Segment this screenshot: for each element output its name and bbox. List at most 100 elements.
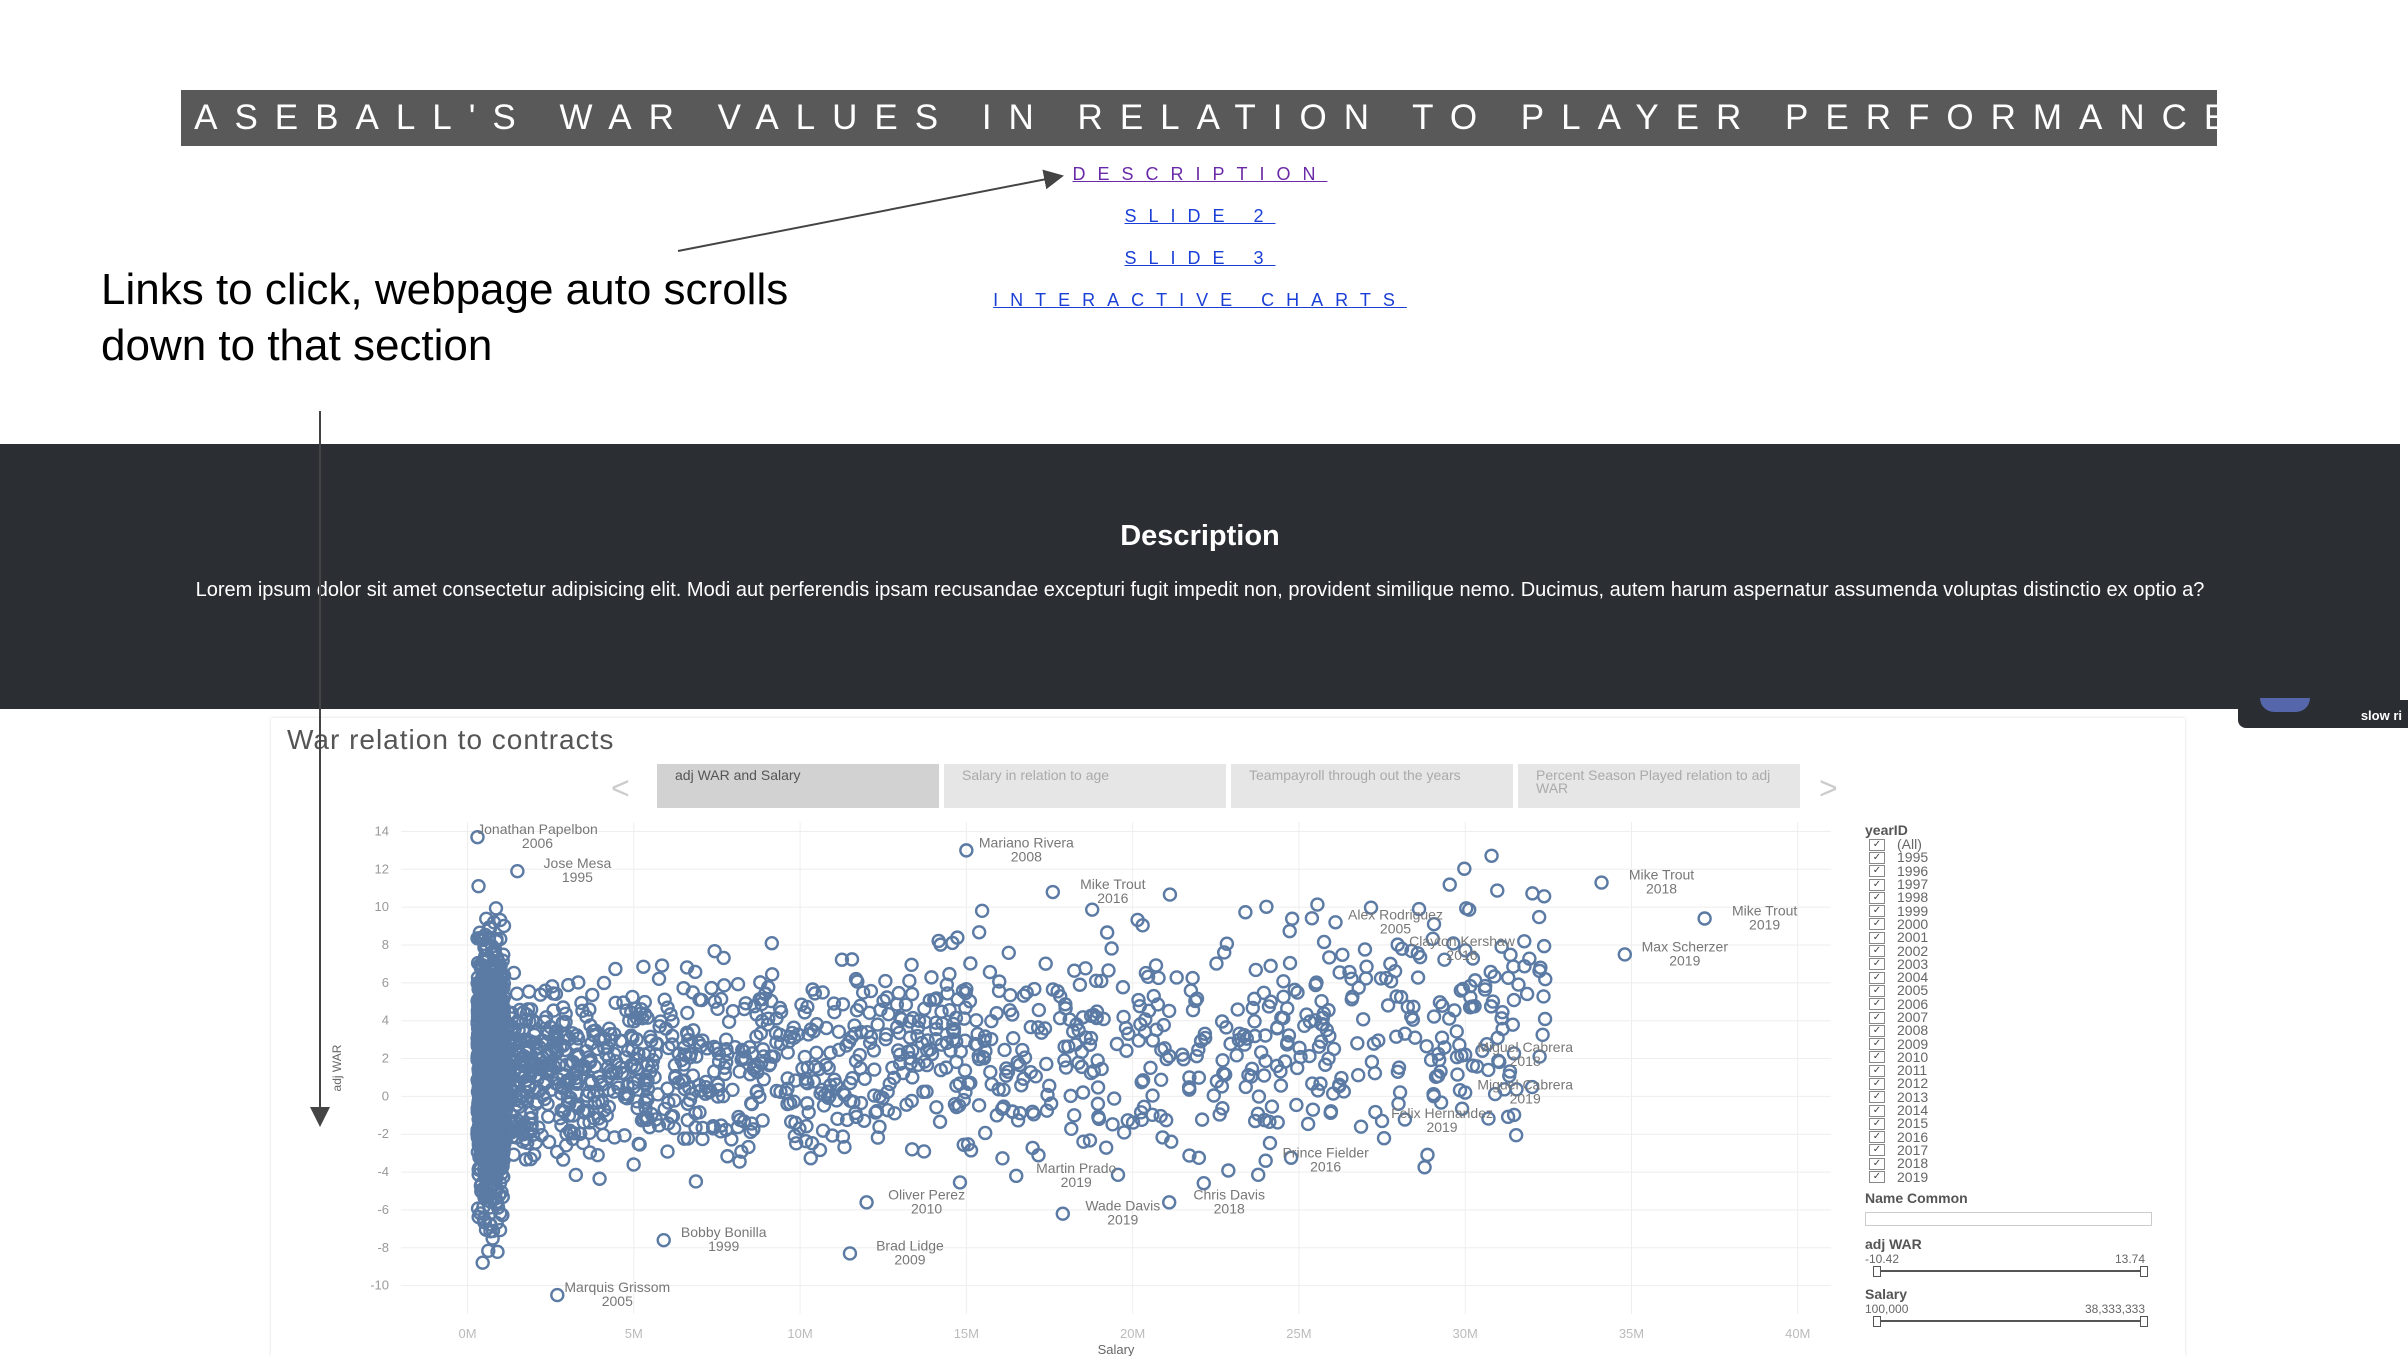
nav-link-slide-3[interactable]: SLIDE 3 — [1124, 248, 1276, 268]
tab-team-payroll[interactable]: Teampayroll through out the years — [1231, 764, 1513, 808]
scatter-point — [1090, 1080, 1106, 1095]
scatter-point — [1287, 982, 1302, 998]
checkbox-icon[interactable]: ✓ — [1869, 1024, 1885, 1037]
scatter-plot[interactable]: 0M 5M 10M 15M 20M 25M 30M 35M 40M -10 -8 -6 -4 -2 0 2 4 6… — [271, 814, 1831, 1356]
year-filter-option[interactable]: ✓ 2002 — [1865, 944, 2165, 958]
year-filter-option[interactable]: ✓ 2001 — [1865, 930, 2165, 944]
x-tick-label: 25M — [1286, 1326, 1311, 1341]
checkbox-icon[interactable]: ✓ — [1869, 1051, 1885, 1064]
scatter-point — [626, 1157, 641, 1172]
year-filter-option[interactable]: ✓ (All) — [1865, 837, 2165, 851]
year-filter-option[interactable]: ✓ 2009 — [1865, 1037, 2165, 1051]
checkbox-icon[interactable]: ✓ — [1869, 865, 1885, 878]
checkbox-icon[interactable]: ✓ — [1869, 1011, 1885, 1024]
checkbox-icon[interactable]: ✓ — [1869, 1131, 1885, 1144]
tab-percent-season[interactable]: Percent Season Played relation to adj WA… — [1518, 764, 1800, 808]
nav-link-slide-2[interactable]: SLIDE 2 — [1124, 206, 1276, 226]
checkbox-icon[interactable]: ✓ — [1869, 878, 1885, 891]
scatter-point — [636, 959, 651, 974]
year-filter-option[interactable]: ✓ 2013 — [1865, 1090, 2165, 1104]
year-filter-option[interactable]: ✓ 2016 — [1865, 1130, 2165, 1144]
checkbox-icon[interactable]: ✓ — [1869, 918, 1885, 931]
salary-slider-max-handle[interactable] — [2140, 1315, 2148, 1327]
year-filter-option[interactable]: ✓ 1996 — [1865, 864, 2165, 878]
year-filter-option[interactable]: ✓ 2007 — [1865, 1010, 2165, 1024]
scatter-point — [715, 1088, 731, 1104]
scatter-point — [773, 1036, 789, 1052]
year-filter-option[interactable]: ✓ 2014 — [1865, 1103, 2165, 1117]
checkbox-icon[interactable]: ✓ — [1869, 1091, 1885, 1104]
nav-link-interactive-charts[interactable]: INTERACTIVE CHARTS — [993, 290, 1407, 310]
year-filter-option[interactable]: ✓ 2015 — [1865, 1116, 2165, 1130]
checkbox-icon[interactable]: ✓ — [1869, 945, 1885, 958]
checkbox-icon[interactable]: ✓ — [1869, 851, 1885, 864]
year-filter-option[interactable]: ✓ 2019 — [1865, 1170, 2165, 1184]
year-filter-option[interactable]: ✓ 2018 — [1865, 1156, 2165, 1170]
tab-next-arrow[interactable]: > — [1819, 770, 1838, 806]
checkbox-icon[interactable]: ✓ — [1869, 1104, 1885, 1117]
checkbox-icon[interactable]: ✓ — [1869, 1117, 1885, 1130]
scatter-point — [1083, 1008, 1099, 1024]
scatter-point — [1304, 911, 1320, 926]
year-filter-option[interactable]: ✓ 2005 — [1865, 983, 2165, 997]
year-filter-option[interactable]: ✓ 1998 — [1865, 890, 2165, 904]
salary-slider-min-handle[interactable] — [1873, 1315, 1881, 1327]
year-filter-option[interactable]: ✓ 2006 — [1865, 997, 2165, 1011]
scatter-point — [1502, 1068, 1517, 1084]
checkbox-icon[interactable]: ✓ — [1869, 1171, 1885, 1184]
checkbox-icon[interactable]: ✓ — [1869, 1144, 1885, 1157]
scatter-point — [706, 1121, 721, 1136]
year-filter-option[interactable]: ✓ 1995 — [1865, 850, 2165, 864]
year-filter-option[interactable]: ✓ 2000 — [1865, 917, 2165, 931]
checkbox-icon[interactable]: ✓ — [1869, 971, 1885, 984]
scatter-point — [688, 1105, 703, 1121]
checkbox-icon[interactable]: ✓ — [1869, 1064, 1885, 1077]
name-search-input[interactable] — [1865, 1211, 2152, 1226]
scatter-point — [1257, 1112, 1272, 1128]
year-filter-option[interactable]: ✓ 2003 — [1865, 957, 2165, 971]
salary-slider[interactable] — [1873, 1315, 2148, 1327]
labeled-point — [1617, 947, 1633, 962]
scatter-point — [1289, 1097, 1304, 1113]
checkbox-icon[interactable]: ✓ — [1869, 984, 1885, 997]
year-filter-option[interactable]: ✓ 2008 — [1865, 1023, 2165, 1037]
scatter-point — [1380, 998, 1396, 1013]
checkbox-icon[interactable]: ✓ — [1869, 1077, 1885, 1090]
scatter-point — [1459, 901, 1474, 916]
scatter-point — [1247, 1028, 1263, 1044]
year-filter-option[interactable]: ✓ 2010 — [1865, 1050, 2165, 1064]
tab-adj-war-salary[interactable]: adj WAR and Salary — [657, 764, 939, 808]
scatter-point — [477, 1021, 492, 1036]
checkbox-icon[interactable]: ✓ — [1869, 1157, 1885, 1170]
checkbox-icon[interactable]: ✓ — [1869, 998, 1885, 1011]
adj-war-slider-max-handle[interactable] — [2140, 1265, 2148, 1277]
scatter-point — [978, 1125, 993, 1141]
scatter-point — [1281, 1028, 1297, 1043]
checkbox-icon[interactable]: ✓ — [1869, 1038, 1885, 1051]
checkbox-icon[interactable]: ✓ — [1869, 958, 1885, 971]
year-filter-option[interactable]: ✓ 2004 — [1865, 970, 2165, 984]
scatter-point — [1143, 1060, 1158, 1076]
adj-war-slider[interactable] — [1873, 1265, 2148, 1277]
tab-salary-age[interactable]: Salary in relation to age — [944, 764, 1226, 808]
scatter-point — [891, 985, 907, 1001]
description-body: Lorem ipsum dolor sit amet consectetur a… — [195, 579, 2205, 601]
point-label-name: Marquis Grissom — [564, 1279, 670, 1295]
year-filter-option[interactable]: ✓ 1999 — [1865, 904, 2165, 918]
checkbox-icon[interactable]: ✓ — [1869, 905, 1885, 918]
nav-link-description[interactable]: DESCRIPTION — [1072, 164, 1328, 184]
scatter-point — [738, 996, 753, 1011]
adj-war-slider-min-handle[interactable] — [1873, 1265, 1881, 1277]
scatter-point — [1146, 988, 1161, 1004]
checkbox-icon[interactable]: ✓ — [1869, 838, 1885, 851]
checkbox-icon[interactable]: ✓ — [1869, 931, 1885, 944]
scatter-point — [831, 1024, 847, 1039]
year-filter-option[interactable]: ✓ 2017 — [1865, 1143, 2165, 1157]
year-filter-option[interactable]: ✓ 2012 — [1865, 1076, 2165, 1090]
scatter-point — [1475, 1043, 1490, 1058]
year-filter-option[interactable]: ✓ 2011 — [1865, 1063, 2165, 1077]
tab-prev-arrow[interactable]: < — [611, 770, 630, 806]
checkbox-icon[interactable]: ✓ — [1869, 891, 1885, 904]
year-filter-option[interactable]: ✓ 1997 — [1865, 877, 2165, 891]
scatter-point — [644, 1059, 660, 1074]
